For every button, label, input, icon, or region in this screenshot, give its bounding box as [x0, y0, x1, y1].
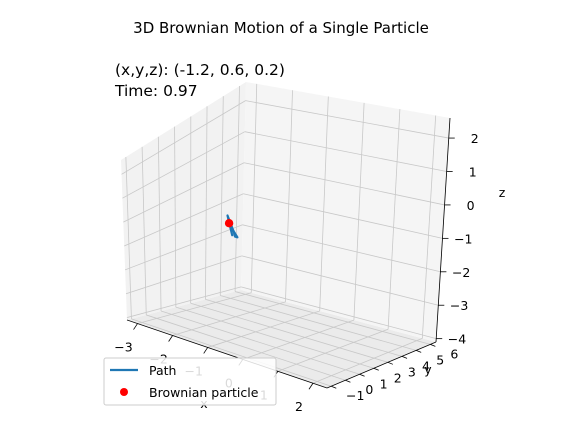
legend-label-particle: Brownian particle — [149, 385, 259, 400]
y-tick — [387, 361, 394, 365]
y-tick — [401, 355, 408, 359]
z-tick-label: −1 — [454, 231, 472, 246]
grid-line — [146, 314, 346, 381]
z-axis-line — [435, 117, 451, 343]
grid-line — [126, 286, 242, 318]
z-tick-label: 0 — [467, 198, 475, 213]
y-tick-label: 1 — [380, 376, 388, 391]
y-tick-label: 6 — [450, 346, 458, 361]
y-axis-label: y — [424, 362, 432, 377]
plot-marks — [224, 214, 239, 239]
grid-line — [141, 146, 147, 315]
x-tick — [133, 323, 138, 330]
grid-line — [190, 302, 388, 363]
grid-line — [250, 83, 258, 293]
z-tick-label: −4 — [448, 332, 466, 347]
grid-line — [219, 96, 224, 296]
grid-line — [353, 102, 365, 321]
y-tick — [331, 385, 337, 389]
grid-line — [123, 162, 245, 223]
z-tick-label: −2 — [452, 265, 470, 280]
x-tick — [308, 383, 314, 390]
y-tick — [416, 349, 422, 353]
grid-line — [121, 100, 246, 175]
grid-line — [205, 298, 403, 357]
grid-line — [125, 255, 242, 295]
y-tick-label: 4 — [422, 358, 430, 373]
grid-line — [205, 106, 208, 300]
y-tick — [430, 344, 436, 347]
z-tick-label: 1 — [469, 165, 477, 180]
grid-line — [234, 291, 431, 345]
grid-line — [245, 100, 449, 139]
grid-line — [160, 310, 360, 375]
path-line — [226, 214, 239, 239]
grid-line — [243, 162, 445, 206]
grid-line — [124, 224, 243, 271]
brownian-particle-marker — [224, 219, 234, 228]
chart-title: 3D Brownian Motion of a Single Particle — [133, 19, 429, 37]
grid-line — [175, 306, 374, 369]
grid-line — [220, 295, 417, 351]
grid-line — [240, 286, 437, 340]
y-axis-line — [326, 341, 437, 389]
y-tick-label: 0 — [365, 382, 373, 397]
grid-line — [243, 193, 443, 239]
grid-line — [319, 96, 329, 311]
y-tick-label: 5 — [436, 352, 444, 367]
legend: Path Brownian particle — [103, 357, 277, 406]
grid-line — [122, 131, 245, 199]
x-axis-line — [126, 319, 328, 389]
y-tick — [359, 373, 365, 377]
position-readout: (x,y,z): (-1.2, 0.6, 0.2) — [115, 61, 285, 79]
grid-line — [421, 115, 437, 339]
x-tick-label: 2 — [295, 399, 303, 414]
grid-line — [174, 126, 177, 308]
grid-line — [242, 224, 441, 273]
y-tick — [345, 379, 351, 383]
legend-label-path: Path — [149, 363, 176, 378]
time-readout: Time: 0.97 — [114, 82, 198, 100]
z-axis-label: z — [499, 185, 506, 200]
y-tick — [373, 367, 379, 371]
x-tick — [168, 335, 173, 342]
y-tick-label: −1 — [346, 388, 364, 403]
y-tick-label: 2 — [394, 370, 402, 385]
grid-line — [285, 90, 293, 302]
grid-line — [244, 131, 447, 172]
z-tick-label: −3 — [450, 298, 468, 313]
legend-particle-swatch — [120, 388, 128, 396]
grid-line — [131, 318, 332, 387]
legend-frame — [103, 357, 277, 406]
grid-line — [124, 193, 244, 247]
left-pane — [121, 82, 246, 320]
grid-line — [234, 86, 240, 292]
x-tick — [203, 347, 209, 354]
z-tick-label: 2 — [471, 131, 479, 146]
y-tick-label: 3 — [408, 364, 416, 379]
grid-line — [157, 136, 162, 312]
grid-line — [387, 109, 401, 330]
grid-line — [241, 255, 439, 306]
x-tick-label: −3 — [114, 340, 132, 355]
